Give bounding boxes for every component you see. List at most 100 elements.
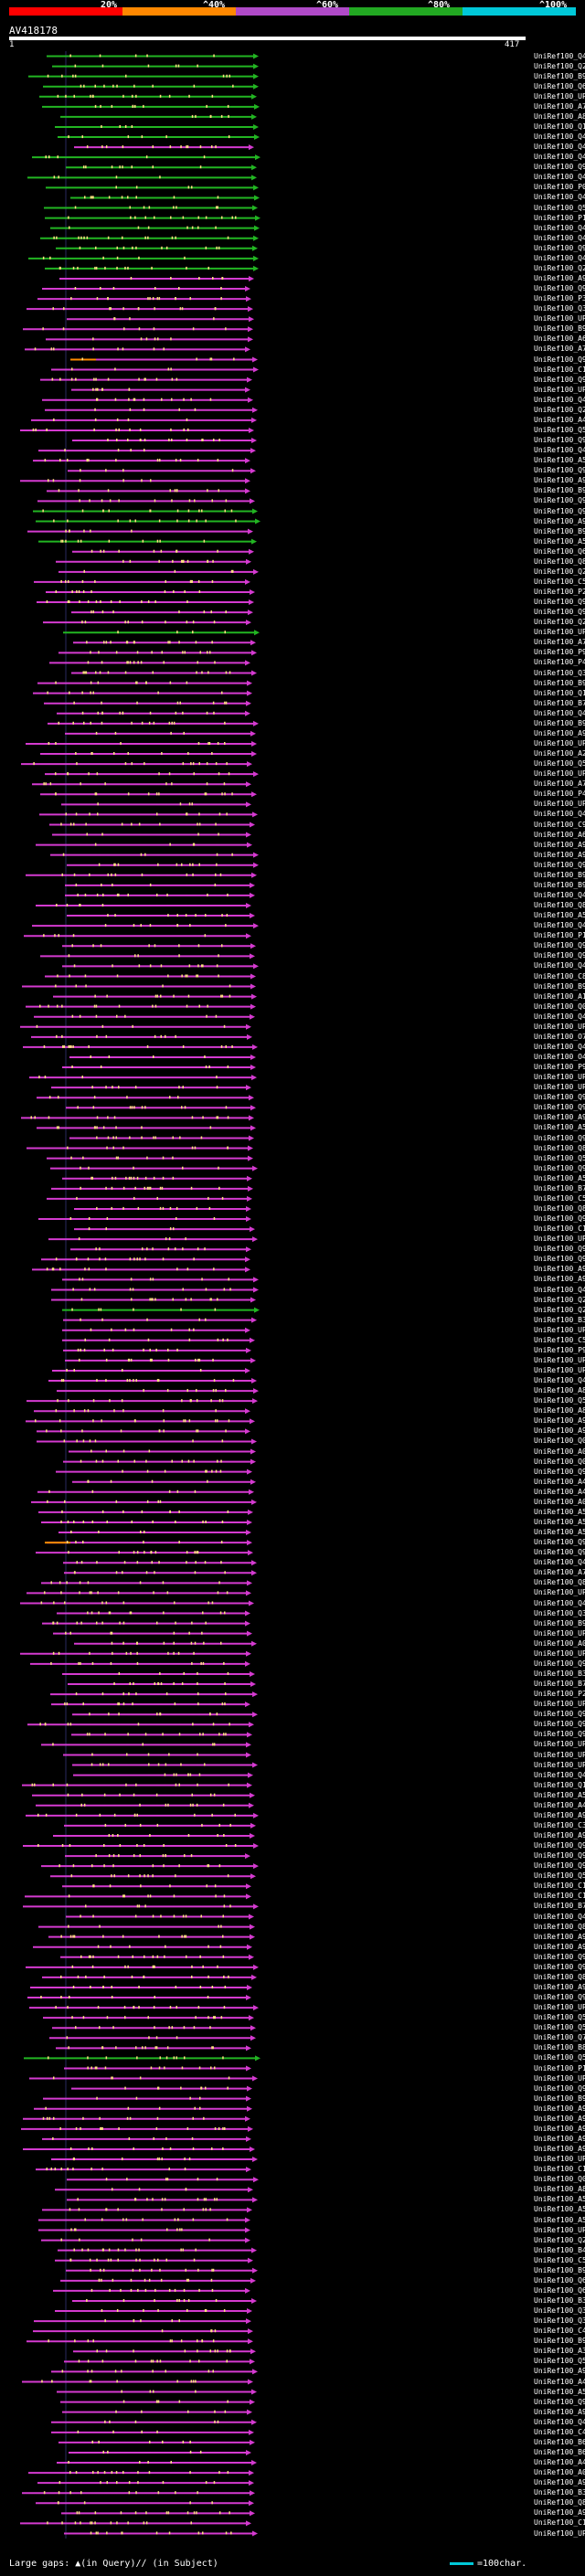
- hit-label[interactable]: UniRef100_B9GMP4: [534, 1618, 585, 1627]
- alignment-row[interactable]: [62, 1277, 259, 1283]
- hit-label[interactable]: UniRef100_A5Q2M4: [534, 1528, 585, 1536]
- hit-label[interactable]: UniRef100_Q0YPB7: [534, 1457, 585, 1466]
- hit-label[interactable]: UniRef100_Q5LMN9: [534, 2013, 585, 2022]
- hit-label[interactable]: UniRef100_A5QZP0: [534, 1123, 585, 1132]
- alignment-row[interactable]: [30, 1660, 250, 1667]
- alignment-row[interactable]: [26, 1418, 255, 1425]
- alignment-row[interactable]: [67, 913, 255, 919]
- alignment-row[interactable]: [56, 558, 251, 565]
- hit-label[interactable]: UniRef100_C1MK10: [534, 2518, 585, 2528]
- alignment-row[interactable]: [60, 2399, 255, 2405]
- hit-label[interactable]: UniRef100_Q39686: [534, 304, 585, 313]
- alignment-row[interactable]: [72, 1712, 258, 1718]
- alignment-row[interactable]: [38, 2227, 250, 2233]
- alignment-row[interactable]: [32, 154, 261, 161]
- hit-label[interactable]: UniRef100_Q9H7N6: [534, 375, 585, 384]
- alignment-row[interactable]: [37, 296, 251, 302]
- hit-label[interactable]: UniRef100_UP1000...: [534, 2073, 585, 2083]
- hit-label[interactable]: UniRef100_P21997: [534, 1690, 585, 1699]
- hit-label[interactable]: UniRef100_A9SDM5: [534, 840, 585, 849]
- alignment-row[interactable]: [40, 235, 259, 241]
- alignment-row[interactable]: [51, 2429, 254, 2435]
- alignment-row[interactable]: [55, 2187, 253, 2193]
- hit-label[interactable]: UniRef100_P08012: [534, 183, 585, 192]
- hit-label[interactable]: UniRef100_A0EF47: [534, 1497, 585, 1506]
- hit-label[interactable]: UniRef100_UP1000...: [534, 1366, 585, 1374]
- hit-label[interactable]: UniRef100_A5E9N9: [534, 2387, 585, 2396]
- alignment-row[interactable]: [62, 1327, 250, 1333]
- hit-label[interactable]: UniRef100_A9P3B9: [534, 1942, 585, 1951]
- hit-label[interactable]: UniRef100_C1FPN1: [534, 1882, 585, 1891]
- hit-label[interactable]: UniRef100_A5CUM7: [534, 1173, 585, 1182]
- hit-label[interactable]: UniRef100_Q9SV04: [534, 1163, 585, 1172]
- alignment-row[interactable]: [40, 791, 257, 798]
- hit-label[interactable]: UniRef100_UP1000...: [534, 1022, 585, 1031]
- alignment-row[interactable]: [41, 2237, 250, 2243]
- hit-label[interactable]: UniRef100_A9VPP2: [534, 1265, 585, 1274]
- hit-label[interactable]: UniRef100_Q9M564: [534, 2397, 585, 2406]
- hit-label[interactable]: UniRef100_Q8S1T2: [534, 1578, 585, 1587]
- hit-label[interactable]: UniRef100_C1EK37: [534, 365, 585, 374]
- hit-label[interactable]: UniRef100_Q9O242: [534, 243, 585, 252]
- alignment-row[interactable]: [22, 2379, 253, 2385]
- hit-label[interactable]: UniRef100_Q9M251: [534, 436, 585, 444]
- alignment-row[interactable]: [70, 356, 258, 363]
- hit-label[interactable]: UniRef100_Q24300: [534, 61, 585, 70]
- alignment-row[interactable]: [34, 1013, 255, 1020]
- alignment-row[interactable]: [72, 1762, 258, 1768]
- hit-label[interactable]: UniRef100_P34117: [534, 294, 585, 303]
- hit-label[interactable]: UniRef100_Q9M7N9: [534, 1710, 585, 1719]
- hit-label[interactable]: UniRef100_Q41319: [534, 961, 585, 970]
- alignment-row[interactable]: [36, 2167, 251, 2173]
- hit-label[interactable]: UniRef100_Q7D9Z9: [534, 2033, 585, 2042]
- alignment-row[interactable]: [46, 588, 255, 595]
- hit-label[interactable]: UniRef100_Q43580: [534, 173, 585, 182]
- alignment-row[interactable]: [58, 2439, 255, 2445]
- alignment-row[interactable]: [43, 2095, 251, 2102]
- hit-label[interactable]: UniRef100_A9PHS9: [534, 1416, 585, 1426]
- hit-label[interactable]: UniRef100_A5S2P3: [534, 536, 585, 546]
- hit-label[interactable]: UniRef100_A6PF92: [534, 334, 585, 344]
- hit-label[interactable]: UniRef100_Q9FGN0: [534, 941, 585, 950]
- alignment-row[interactable]: [21, 1115, 254, 1121]
- alignment-row[interactable]: [74, 1640, 257, 1647]
- hit-label[interactable]: UniRef100_C9J4V2: [534, 820, 585, 829]
- alignment-row[interactable]: [37, 2480, 254, 2486]
- alignment-row[interactable]: [21, 761, 252, 768]
- hit-label[interactable]: UniRef100_Q5H1BL: [534, 759, 585, 769]
- alignment-row[interactable]: [72, 438, 257, 444]
- alignment-row[interactable]: [72, 2297, 257, 2304]
- alignment-row[interactable]: [34, 578, 250, 585]
- hit-label[interactable]: UniRef100_Q1PP52: [534, 688, 585, 697]
- hit-label[interactable]: UniRef100_A6NGG2: [534, 830, 585, 839]
- hit-label[interactable]: UniRef100_A7QFS2: [534, 101, 585, 111]
- alignment-row[interactable]: [22, 2490, 255, 2496]
- hit-label[interactable]: UniRef100_Q9SRM1: [534, 466, 585, 475]
- hit-label[interactable]: UniRef100_A4G234: [534, 2458, 585, 2466]
- alignment-row[interactable]: [53, 1630, 252, 1637]
- hit-label[interactable]: UniRef100_C4YL02: [534, 2427, 585, 2436]
- hit-label[interactable]: UniRef100_B7QFW8: [534, 1680, 585, 1688]
- hit-label[interactable]: UniRef100_Q1X0W1: [534, 1780, 585, 1789]
- hit-label[interactable]: UniRef100_B7PK12: [534, 698, 585, 707]
- alignment-row[interactable]: [22, 983, 256, 990]
- hit-label[interactable]: UniRef100_Q2S375: [534, 1295, 585, 1304]
- alignment-row[interactable]: [64, 2530, 258, 2537]
- hit-label[interactable]: UniRef100_C5YLN4: [534, 2255, 585, 2264]
- alignment-row[interactable]: [53, 993, 257, 1000]
- hit-label[interactable]: UniRef100_Q5XIA1: [534, 1396, 585, 1405]
- hit-label[interactable]: UniRef100_Q43414: [534, 233, 585, 242]
- alignment-row[interactable]: [37, 680, 252, 686]
- hit-label[interactable]: UniRef100_Q40692: [534, 1770, 585, 1779]
- alignment-row[interactable]: [32, 781, 251, 788]
- alignment-row[interactable]: [48, 1378, 257, 1384]
- alignment-row[interactable]: [42, 286, 250, 292]
- alignment-row[interactable]: [50, 1873, 256, 1880]
- hit-label[interactable]: UniRef100_UP1000...: [534, 2225, 585, 2234]
- alignment-row[interactable]: [20, 1023, 251, 1030]
- hit-label[interactable]: UniRef100_Q5PPV4: [534, 2357, 585, 2366]
- alignment-row[interactable]: [62, 1307, 260, 1313]
- alignment-row[interactable]: [66, 164, 257, 171]
- alignment-row[interactable]: [27, 175, 257, 181]
- hit-label[interactable]: UniRef100_B9SWE1: [534, 678, 585, 687]
